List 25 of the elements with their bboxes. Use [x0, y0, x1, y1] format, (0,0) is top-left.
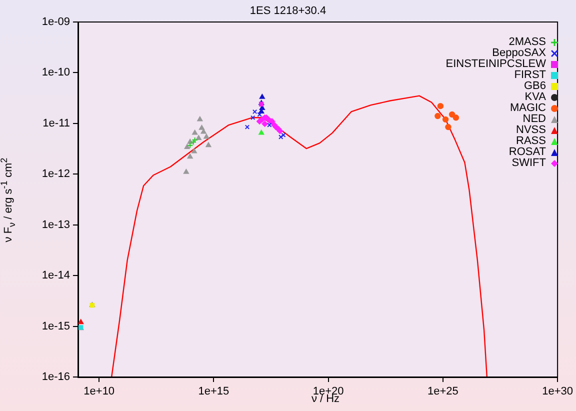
x-tick-label: 1e+25: [427, 386, 458, 398]
y-tick-label: 1e-10: [42, 66, 70, 79]
legend-label: GB6: [524, 80, 546, 92]
legend-label: 2MASS: [508, 36, 546, 48]
legend-label: RASS: [516, 135, 546, 147]
y-tick-label: 1e-12: [42, 168, 70, 180]
y-tick-label: 1e-15: [42, 320, 70, 332]
y-tick-label: 1e-11: [42, 117, 70, 130]
y-tick-label: 1e-13: [42, 218, 70, 231]
x-tick-label: 1e+10: [84, 386, 115, 398]
y-tick-label: 1e-14: [42, 270, 70, 282]
y-tick-label: 1e-16: [42, 371, 70, 384]
legend-label: EINSTEINIPCSLEW: [446, 58, 546, 70]
x-tick-label: 1e+15: [198, 386, 230, 398]
legend-label: NVSS: [516, 124, 546, 136]
legend-label: NED: [522, 113, 546, 125]
chart-title: 1ES 1218+30.4: [248, 5, 328, 17]
legend-label: FIRST: [514, 69, 546, 81]
legend-label: ROSAT: [508, 146, 546, 158]
legend-label: SWIFT: [512, 157, 546, 169]
legend-label: BeppoSAX: [492, 47, 546, 59]
legend-label: MAGIC: [510, 102, 546, 114]
y-tick-label: 1e-09: [42, 16, 70, 28]
legend-label: KVA: [524, 91, 546, 103]
x-tick-label: 1e+30: [542, 386, 574, 398]
